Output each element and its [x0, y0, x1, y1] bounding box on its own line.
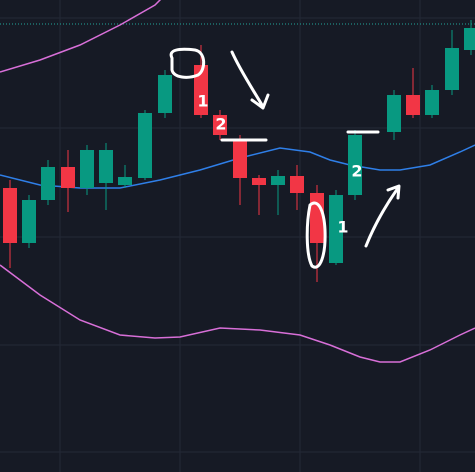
- candle-body: [80, 150, 94, 188]
- band-line: [0, 144, 475, 189]
- candle-body: [22, 200, 36, 243]
- candle-body: [271, 176, 285, 185]
- candle-body: [329, 195, 343, 263]
- annotation: 2: [351, 162, 362, 181]
- hand-circle: [305, 201, 327, 269]
- hand-drawings: 1 2 1 2: [169, 47, 401, 269]
- candle-body: [445, 48, 459, 90]
- candle-body: [310, 193, 324, 243]
- candle-body: [3, 188, 17, 243]
- candle-body: [41, 167, 55, 200]
- candle-body: [138, 113, 152, 178]
- hand-arrow: [230, 50, 270, 110]
- hand-arrow: [364, 184, 401, 248]
- band-line: [0, 264, 475, 363]
- candle-body: [118, 177, 132, 185]
- candle-body: [158, 75, 172, 113]
- candle-body: [425, 90, 439, 115]
- candle-body: [406, 95, 420, 115]
- annotation: 1: [337, 218, 348, 237]
- candle-body: [99, 150, 113, 183]
- candle-body: [464, 28, 475, 50]
- candle-body: [252, 178, 266, 185]
- hand-circle: [169, 47, 206, 79]
- plot: [0, 0, 475, 363]
- candle-body: [213, 115, 227, 135]
- candle-body: [61, 167, 75, 188]
- candle-body: [387, 95, 401, 132]
- candle-body: [194, 65, 208, 115]
- annotation: 1: [197, 92, 208, 111]
- candle-body: [233, 140, 247, 178]
- candle-body: [290, 176, 304, 193]
- candle-body: [348, 135, 362, 195]
- band-line: [0, 0, 162, 73]
- annotation: 2: [215, 115, 226, 134]
